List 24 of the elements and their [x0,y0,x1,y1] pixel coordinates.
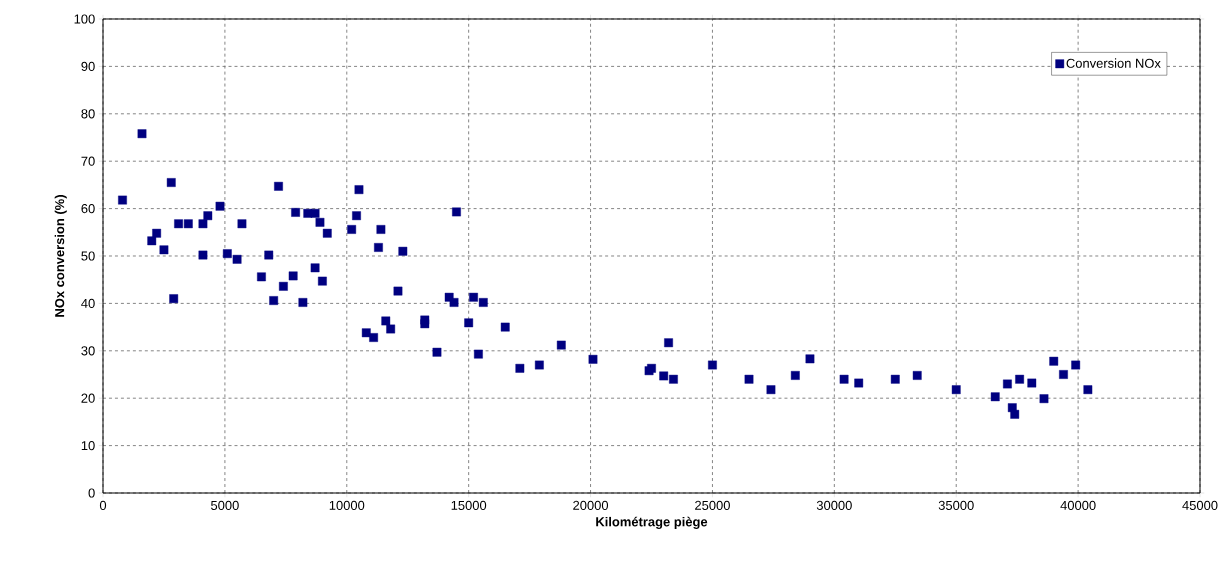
x-tick-label: 30000 [816,500,852,510]
y-axis-title: NOx conversion (%) [54,195,67,317]
y-tick-label: 90 [81,61,95,71]
x-tick-label: 25000 [695,500,730,510]
x-tick-label: 5000 [211,500,239,510]
y-tick-label: 70 [81,156,95,166]
y-tick-label: 20 [81,393,95,403]
x-tick-label: 45000 [1182,500,1218,510]
x-tick-label: 20000 [573,500,609,510]
y-tick-label: 100 [74,14,95,24]
x-tick-label: 10000 [329,500,365,510]
legend-label: Conversion NOx [1066,58,1161,68]
y-tick-label: 10 [81,441,95,451]
y-tick-label: 80 [81,109,95,119]
y-tick-label: 60 [81,204,95,214]
x-tick-label: 40000 [1060,500,1096,510]
x-tick-label: 15000 [451,500,487,510]
y-tick-label: 30 [81,346,95,356]
x-axis-title: Kilométrage piège [596,516,708,530]
x-tick-label: 35000 [938,500,974,510]
y-tick-label: 40 [81,298,95,308]
y-tick-label: 0 [88,488,95,498]
x-tick-label: 0 [99,500,107,510]
y-tick-label: 50 [81,251,95,261]
